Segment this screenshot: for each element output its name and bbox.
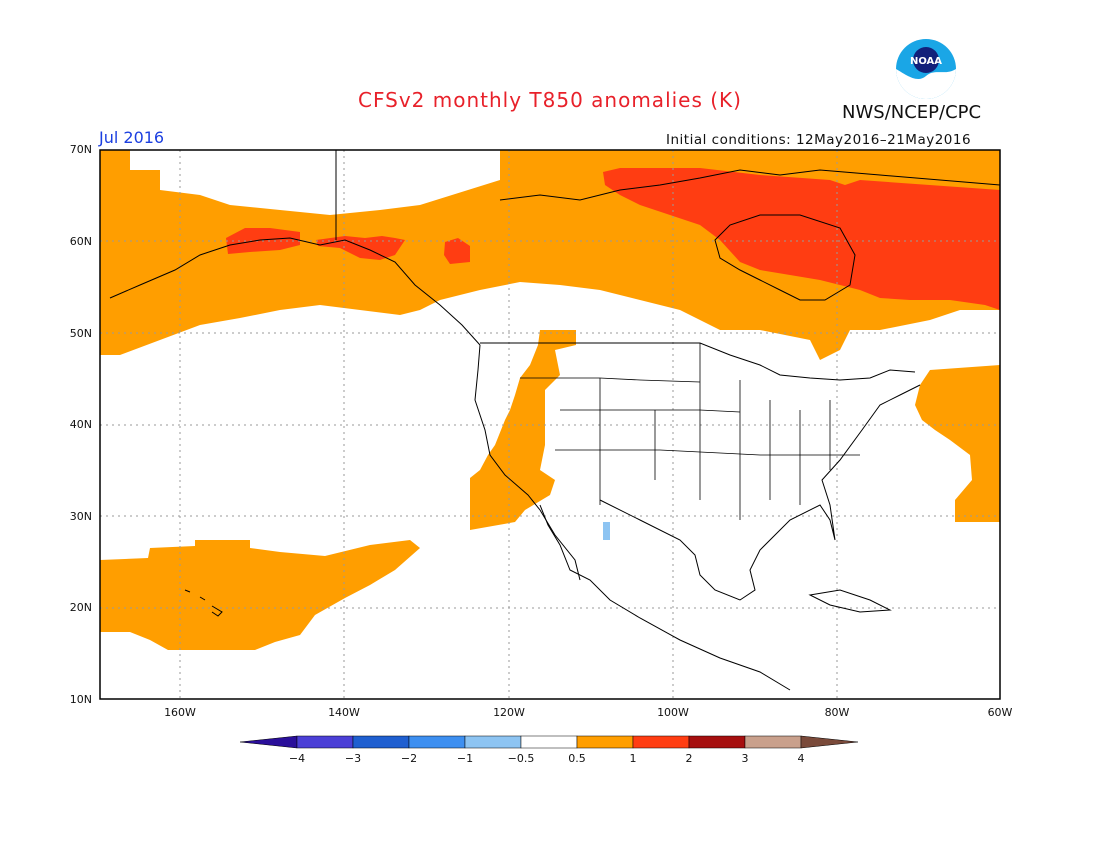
colorbar-swatch xyxy=(352,735,410,749)
noaa-logo: NOAA xyxy=(896,39,956,99)
colorbar-swatch-min xyxy=(239,735,298,749)
lat-label: 30N xyxy=(69,510,92,523)
colorbar-swatch xyxy=(464,735,522,749)
colorbar-swatch xyxy=(744,735,802,749)
lon-label: 80W xyxy=(824,706,850,719)
lat-label: 50N xyxy=(69,327,92,340)
lon-label: 120W xyxy=(493,706,525,719)
lon-label: 100W xyxy=(657,706,689,719)
colorbar-label: 1 xyxy=(629,752,637,765)
lon-label: 140W xyxy=(328,706,360,719)
colorbar-label: −2 xyxy=(400,752,418,765)
colorbar-label: −4 xyxy=(288,752,306,765)
map-frame xyxy=(99,149,1001,700)
svg-text:NOAA: NOAA xyxy=(910,56,942,67)
lat-label: 20N xyxy=(69,601,92,614)
lat-label: 10N xyxy=(69,693,92,706)
lat-label: 70N xyxy=(69,143,92,156)
lat-label: 40N xyxy=(69,418,92,431)
colorbar-swatch xyxy=(632,735,690,749)
initial-conditions: Initial conditions: 12May2016–21May2016 xyxy=(666,132,972,148)
anomaly-region-negative xyxy=(603,522,610,540)
state-borders xyxy=(520,343,860,520)
lat-label: 60N xyxy=(69,235,92,248)
forecast-month: Jul 2016 xyxy=(99,128,165,147)
colorbar-label: 2 xyxy=(685,752,693,765)
lon-label: 160W xyxy=(164,706,196,719)
colorbar-label: 3 xyxy=(741,752,749,765)
colorbar xyxy=(239,735,859,749)
colorbar-swatch xyxy=(688,735,746,749)
colorbar-label: −0.5 xyxy=(507,752,535,765)
colorbar-swatch xyxy=(408,735,466,749)
colorbar-label: 4 xyxy=(797,752,805,765)
agency-label: NWS/NCEP/CPC xyxy=(842,102,982,123)
colorbar-swatch-max xyxy=(800,735,859,749)
coastlines xyxy=(109,150,1001,691)
lon-label: 60W xyxy=(987,706,1013,719)
colorbar-swatch xyxy=(296,735,354,749)
colorbar-swatch xyxy=(576,735,634,749)
colorbar-label: −1 xyxy=(456,752,474,765)
chart-title: CFSv2 monthly T850 anomalies (K) xyxy=(358,88,742,112)
colorbar-swatch xyxy=(520,735,578,749)
colorbar-label: −3 xyxy=(344,752,362,765)
colorbar-label: 0.5 xyxy=(568,752,586,765)
graticule xyxy=(100,150,1000,699)
anomaly-region-positive-strong xyxy=(226,168,1000,310)
